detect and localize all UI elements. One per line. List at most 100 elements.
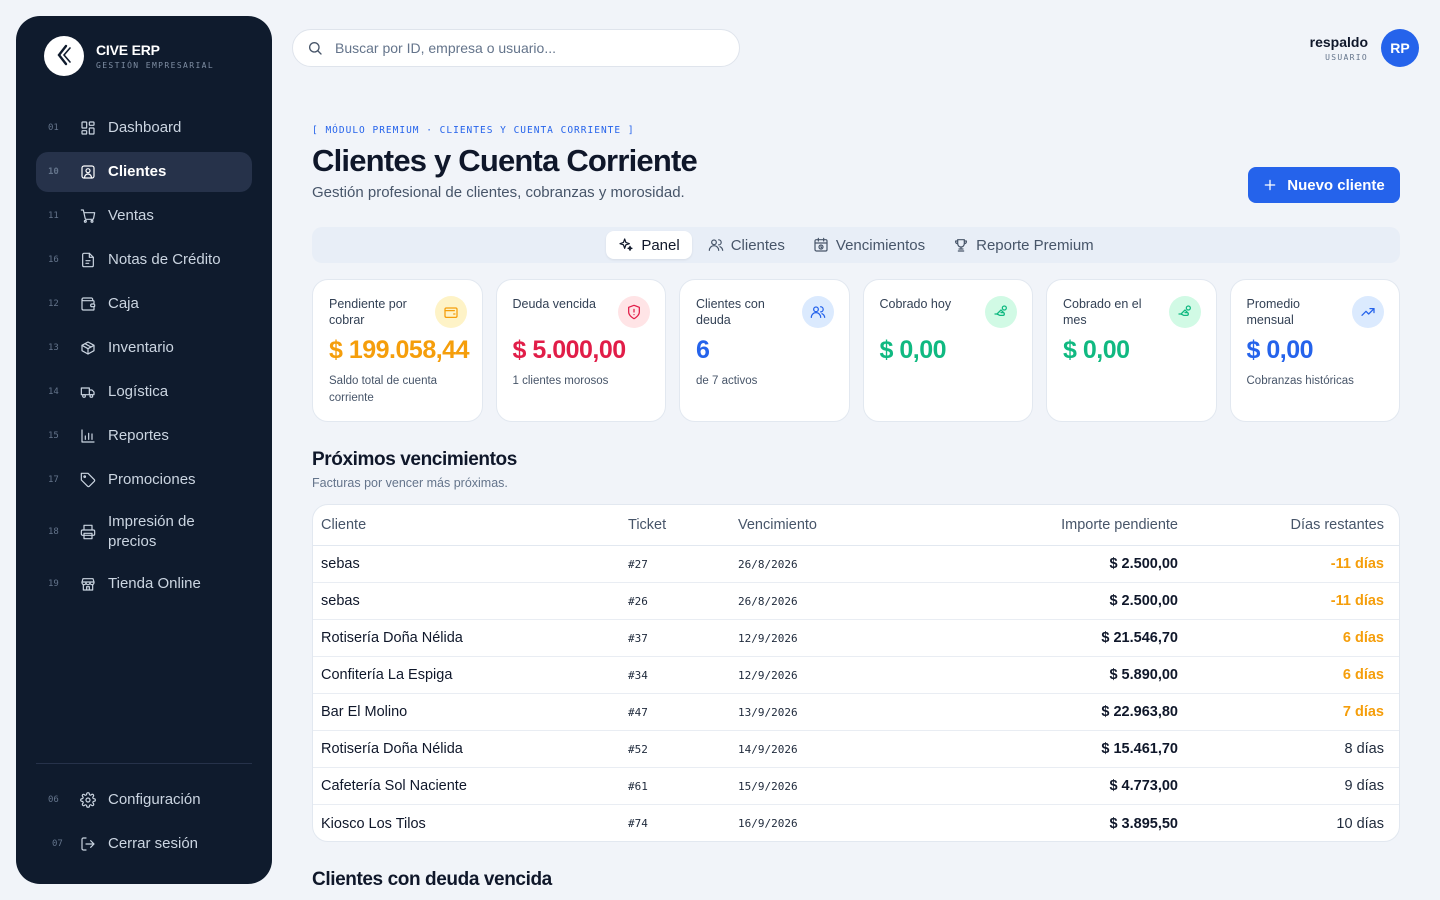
cell-dias: 8 días xyxy=(1344,741,1385,757)
sidebar-item-notas-de-credito[interactable]: 16 Notas de Crédito xyxy=(36,240,252,280)
kpi-label: Deuda vencida xyxy=(512,297,596,311)
kpi-card-promedio-mensual[interactable]: Promedio mensual $ 0,00 Cobranzas histór… xyxy=(1229,279,1400,422)
kpi-card-clientes-con-deuda[interactable]: Clientes con deuda 6 de 7 activos xyxy=(679,279,850,422)
sidebar-item-promociones[interactable]: 17 Promociones xyxy=(36,460,252,500)
table-row[interactable]: sebas #26 26/8/2026 $ 2.500,00 -11 días xyxy=(313,583,1399,620)
kpi-card-pendiente[interactable]: Pendiente por cobrar $ 199.058,44 Saldo … xyxy=(312,279,483,422)
kpi-label: Pendiente por cobrar xyxy=(329,297,407,327)
sidebar-item-inventario[interactable]: 13 Inventario xyxy=(36,328,252,368)
document-icon xyxy=(80,252,96,268)
kpi-card-cobrado-hoy[interactable]: Cobrado hoy $ 0,00 xyxy=(862,279,1033,422)
page-subtitle: Gestión profesional de clientes, cobranz… xyxy=(312,184,685,201)
plus-icon xyxy=(1264,179,1276,191)
cell-dias: 9 días xyxy=(1344,778,1385,794)
column-header-cliente[interactable]: Cliente xyxy=(321,517,367,533)
table-row[interactable]: Kiosco Los Tilos #74 16/9/2026 $ 3.895,5… xyxy=(313,805,1399,841)
tab-reporte-premium[interactable]: Reporte Premium xyxy=(941,231,1106,259)
table-row[interactable]: Bar El Molino #47 13/9/2026 $ 22.963,80 … xyxy=(313,694,1399,731)
sidebar-item-ventas[interactable]: 11 Ventas xyxy=(36,196,252,236)
printer-icon xyxy=(80,524,96,540)
cell-cliente: sebas xyxy=(321,593,360,609)
kpi-note: Cobranzas históricas xyxy=(1246,375,1354,387)
cell-dias: -11 días xyxy=(1330,556,1384,572)
user-name: respaldo xyxy=(1309,34,1368,50)
cell-vencimiento: 26/8/2026 xyxy=(738,594,798,608)
sidebar: CIVE ERP GESTIÓN EMPRESARIAL 01 Dashboar… xyxy=(16,16,272,884)
nav-number: 18 xyxy=(48,527,59,537)
tab-clientes[interactable]: Clientes xyxy=(696,231,797,259)
kpi-value: $ 0,00 xyxy=(1063,336,1130,364)
upcoming-table: Cliente Ticket Vencimiento Importe pendi… xyxy=(312,504,1400,842)
sidebar-item-dashboard[interactable]: 01 Dashboard xyxy=(36,108,252,148)
cell-vencimiento: 13/9/2026 xyxy=(738,705,798,719)
hand-coins-icon xyxy=(985,296,1017,328)
cell-ticket: #34 xyxy=(628,668,648,682)
tab-vencimientos[interactable]: Vencimientos xyxy=(801,231,937,259)
sidebar-item-impresion-de-precios[interactable]: 18 Impresión de precios xyxy=(36,504,252,560)
avatar[interactable]: RP xyxy=(1381,29,1419,67)
brand-subtitle: GESTIÓN EMPRESARIAL xyxy=(96,61,215,70)
nav-number: 01 xyxy=(48,123,59,133)
nav-number: 07 xyxy=(52,839,63,849)
cart-icon xyxy=(80,208,96,224)
cell-dias: 7 días xyxy=(1342,704,1384,720)
kpi-card-deuda-vencida[interactable]: Deuda vencida $ 5.000,00 1 clientes moro… xyxy=(495,279,666,422)
table-row[interactable]: Cafetería Sol Naciente #61 15/9/2026 $ 4… xyxy=(313,768,1399,805)
sidebar-item-tienda-online[interactable]: 19 Tienda Online xyxy=(36,564,252,604)
new-client-button[interactable]: Nuevo cliente xyxy=(1248,167,1400,203)
table-row[interactable]: Rotisería Doña Nélida #52 14/9/2026 $ 15… xyxy=(313,731,1399,768)
users-icon xyxy=(708,239,723,251)
cell-importe: $ 3.895,50 xyxy=(1109,815,1178,832)
search-input[interactable] xyxy=(335,40,715,56)
column-header-importe[interactable]: Importe pendiente xyxy=(1061,517,1178,533)
logo-mark-icon xyxy=(57,44,71,66)
sidebar-item-clientes[interactable]: 10 Clientes xyxy=(36,152,252,192)
sidebar-item-label: Reportes xyxy=(108,427,169,444)
kpi-label: Cobrado en el mes xyxy=(1063,297,1142,327)
hand-coins-icon xyxy=(1168,296,1201,328)
sidebar-item-caja[interactable]: 12 Caja xyxy=(36,284,252,324)
search-bar[interactable] xyxy=(292,29,740,67)
table-row[interactable]: Rotisería Doña Nélida #37 12/9/2026 $ 21… xyxy=(313,620,1399,657)
nav-number: 12 xyxy=(48,299,59,309)
trophy-icon xyxy=(955,239,968,252)
wallet-icon xyxy=(434,296,467,328)
section-title-upcoming: Próximos vencimientos xyxy=(312,449,517,470)
table-row[interactable]: sebas #27 26/8/2026 $ 2.500,00 -11 días xyxy=(313,546,1399,583)
logout-icon xyxy=(80,836,96,852)
cell-importe: $ 2.500,00 xyxy=(1109,593,1178,609)
column-header-ticket[interactable]: Ticket xyxy=(628,517,667,533)
tag-icon xyxy=(80,472,96,488)
kpi-value: 6 xyxy=(696,336,710,364)
brand[interactable]: CIVE ERP GESTIÓN EMPRESARIAL xyxy=(36,36,252,76)
tab-panel[interactable]: Panel xyxy=(606,231,692,259)
cell-vencimiento: 12/9/2026 xyxy=(738,631,798,645)
cell-cliente: Kiosco Los Tilos xyxy=(321,815,426,832)
sidebar-item-label: Promociones xyxy=(108,471,196,488)
column-header-dias[interactable]: Días restantes xyxy=(1290,517,1385,533)
sidebar-item-label: Tienda Online xyxy=(108,575,201,592)
nav-number: 17 xyxy=(48,475,59,485)
users-icon xyxy=(801,296,834,328)
sidebar-item-logistica[interactable]: 14 Logística xyxy=(36,372,252,412)
kpi-value: $ 0,00 xyxy=(879,336,947,364)
column-header-vencimiento[interactable]: Vencimiento xyxy=(738,517,817,533)
sidebar-item-configuracion[interactable]: 06 Configuración xyxy=(36,780,252,820)
kpi-note: de 7 activos xyxy=(696,375,758,387)
cell-vencimiento: 12/9/2026 xyxy=(738,668,798,682)
sidebar-item-label: Caja xyxy=(108,295,139,312)
wallet-icon xyxy=(80,296,96,312)
sidebar-item-cerrar-sesion[interactable]: 07 Cerrar sesión xyxy=(36,824,252,864)
kpi-value: $ 5.000,00 xyxy=(512,336,627,364)
sidebar-item-reportes[interactable]: 15 Reportes xyxy=(36,416,252,456)
cell-importe: $ 5.890,00 xyxy=(1109,667,1178,683)
tab-label: Clientes xyxy=(730,236,785,254)
table-row[interactable]: Confitería La Espiga #34 12/9/2026 $ 5.8… xyxy=(313,657,1399,694)
kpi-card-cobrado-mes[interactable]: Cobrado en el mes $ 0,00 xyxy=(1046,279,1217,422)
store-icon xyxy=(80,576,96,592)
tab-label: Reporte Premium xyxy=(976,236,1094,254)
gear-icon xyxy=(80,792,96,808)
user-menu[interactable]: respaldo USUARIO RP xyxy=(1310,29,1419,67)
nav-number: 13 xyxy=(48,343,59,353)
cell-ticket: #52 xyxy=(628,742,648,756)
